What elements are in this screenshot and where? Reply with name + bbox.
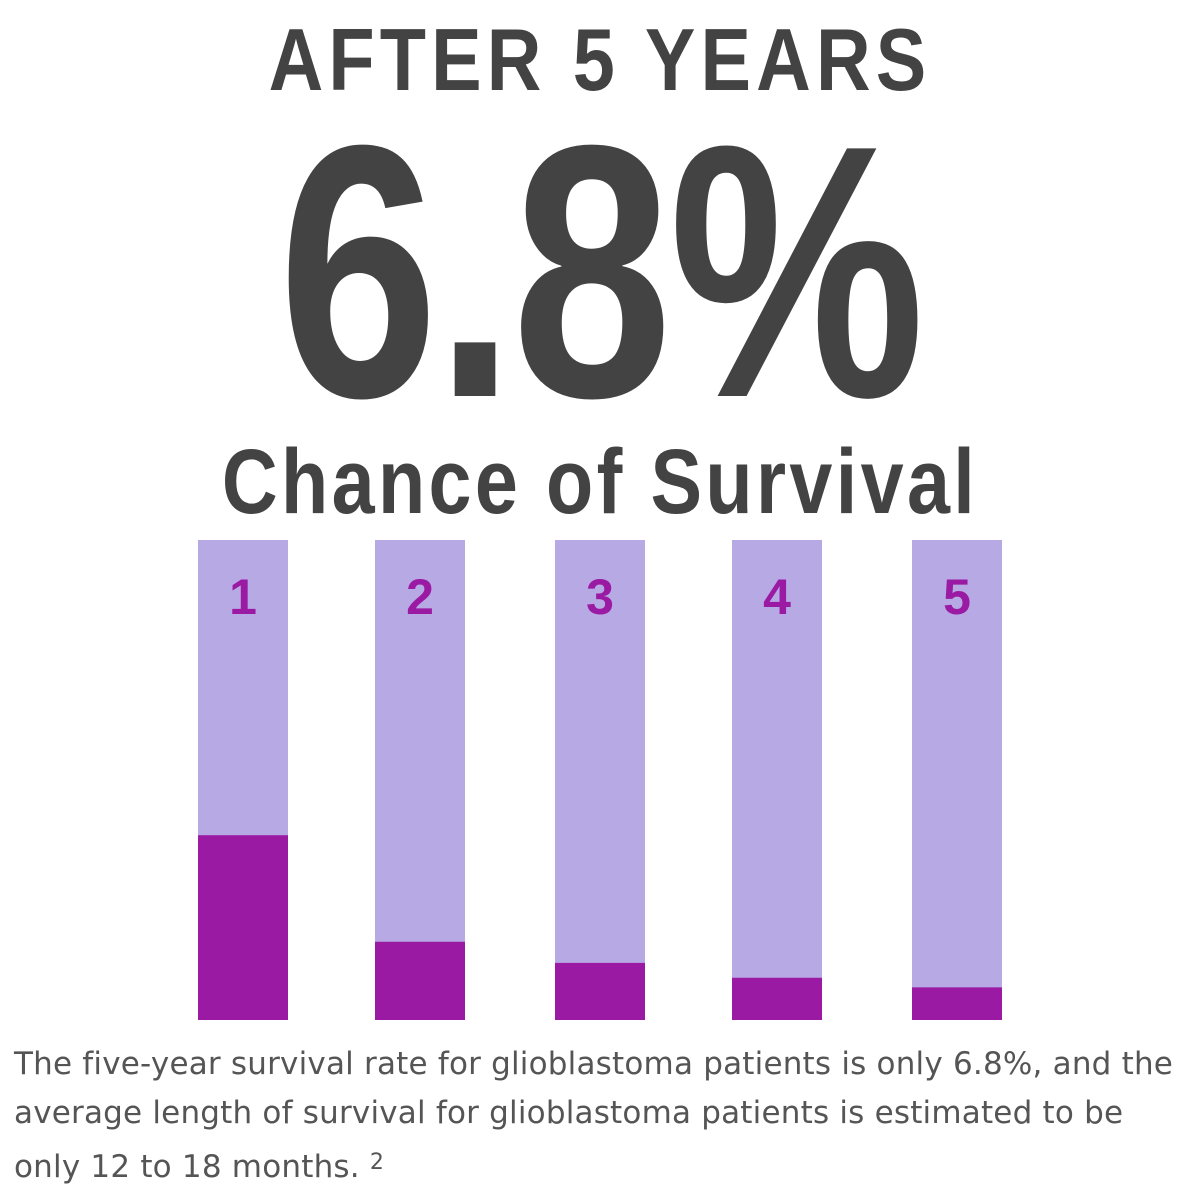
caption: The five-year survival rate for glioblas…: [14, 1040, 1194, 1192]
bar-label-5: 5: [943, 569, 971, 625]
bar-label-2: 2: [406, 569, 434, 625]
bar-2: [375, 941, 465, 1020]
headline-stat: 6.8%: [278, 71, 925, 473]
caption-text: The five-year survival rate for glioblas…: [14, 1046, 1174, 1185]
bar-4: [732, 977, 822, 1020]
bar-3: [555, 962, 645, 1020]
headline-stat-label: Chance of Survival: [221, 431, 979, 533]
bar-track-3: [555, 540, 645, 1020]
caption-footnote: 2: [369, 1150, 385, 1175]
bar-track-5: [912, 540, 1002, 1020]
bar-1: [198, 835, 288, 1020]
headline-kicker: AFTER 5 YEARS: [268, 10, 932, 109]
bar-track-4: [732, 540, 822, 1020]
bar-5: [912, 987, 1002, 1020]
bar-label-1: 1: [229, 569, 257, 625]
bar-label-4: 4: [763, 569, 791, 625]
bar-track-2: [375, 540, 465, 1020]
bar-label-3: 3: [586, 569, 614, 625]
